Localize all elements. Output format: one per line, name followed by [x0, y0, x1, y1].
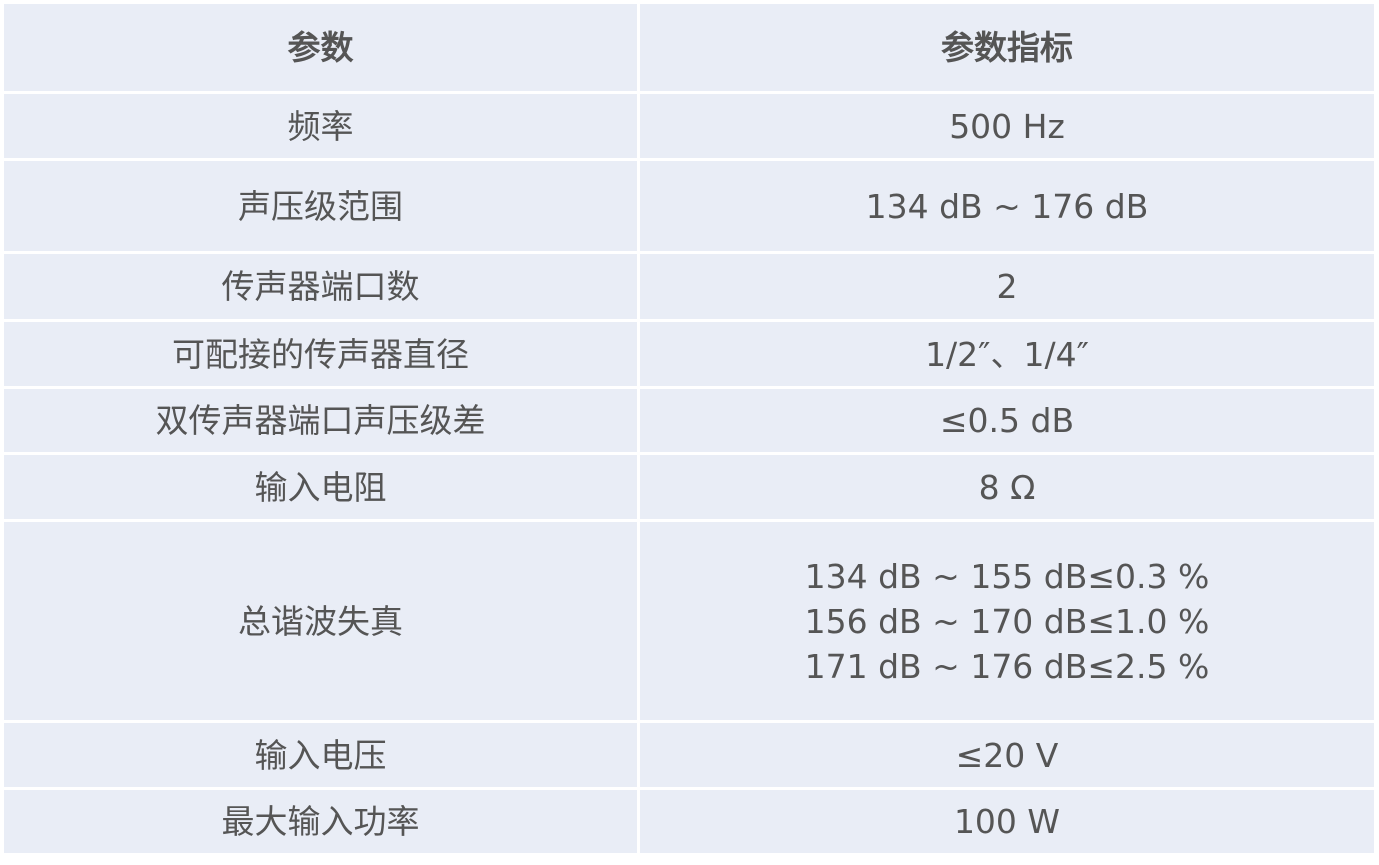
spec-cell: 2 — [637, 251, 1377, 322]
table-row: 总谐波失真 134 dB ~ 155 dB≤0.3 % 156 dB ~ 170 d… — [1, 519, 1377, 723]
spec-cell: ≤20 V — [637, 720, 1377, 790]
header-row: 参数 参数指标 — [1, 1, 1377, 94]
table-row: 声压级范围 134 dB ~ 176 dB — [1, 158, 1377, 254]
header-param: 参数 — [1, 1, 640, 94]
spec-cell: 500 Hz — [637, 91, 1377, 161]
spec-cell: 8 Ω — [637, 452, 1377, 522]
param-cell: 频率 — [1, 91, 640, 161]
spec-line: 8 Ω — [978, 467, 1036, 507]
table-row: 输入电阻 8 Ω — [1, 452, 1377, 522]
spec-cell: 1/2″、1/4″ — [637, 319, 1377, 389]
spec-line: 2 — [996, 267, 1018, 306]
spec-line: 134 dB ~ 176 dB — [865, 186, 1149, 226]
spec-cell: 134 dB ~ 155 dB≤0.3 % 156 dB ~ 170 dB≤1.0… — [637, 519, 1377, 723]
spec-line: 1/2″、1/4″ — [925, 334, 1089, 374]
param-cell: 总谐波失真 — [1, 519, 640, 723]
spec-line: 100 W — [953, 802, 1061, 841]
param-cell: 传声器端口数 — [1, 251, 640, 322]
param-cell: 最大输入功率 — [1, 787, 640, 856]
table-row: 可配接的传声器直径 1/2″、1/4″ — [1, 319, 1377, 389]
table-row: 最大输入功率 100 W — [1, 787, 1377, 856]
param-cell: 输入电阻 — [1, 452, 640, 522]
spec-line: 156 dB ~ 170 dB≤1.0 % — [804, 601, 1210, 641]
spec-cell: ≤0.5 dB — [637, 386, 1377, 455]
param-cell: 声压级范围 — [1, 158, 640, 254]
spec-line: ≤20 V — [955, 735, 1059, 775]
table-row: 频率 500 Hz — [1, 91, 1377, 161]
param-cell: 可配接的传声器直径 — [1, 319, 640, 389]
spec-line: 171 dB ~ 176 dB≤2.5 % — [804, 646, 1210, 686]
spec-cell: 134 dB ~ 176 dB — [637, 158, 1377, 254]
header-spec: 参数指标 — [637, 1, 1377, 94]
param-cell: 输入电压 — [1, 720, 640, 790]
table-row: 传声器端口数 2 — [1, 251, 1377, 322]
spec-line: ≤0.5 dB — [939, 401, 1075, 440]
table-row: 双传声器端口声压级差 ≤0.5 dB — [1, 386, 1377, 455]
spec-line: 500 Hz — [949, 106, 1065, 146]
table-row: 输入电压 ≤20 V — [1, 720, 1377, 790]
spec-cell: 100 W — [637, 787, 1377, 856]
spec-line: 134 dB ~ 155 dB≤0.3 % — [804, 556, 1210, 596]
param-cell: 双传声器端口声压级差 — [1, 386, 640, 455]
